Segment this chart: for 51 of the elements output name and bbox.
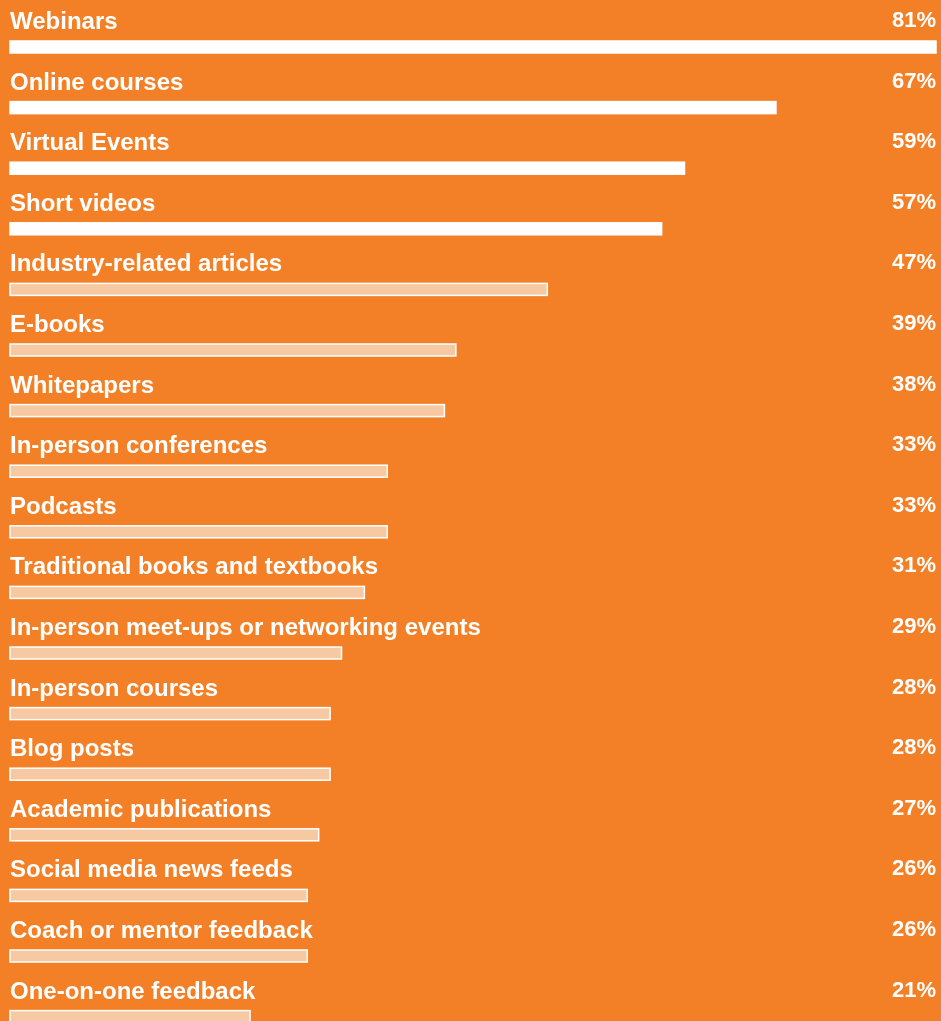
data-label: 28% (891, 673, 936, 699)
bar (9, 525, 389, 539)
data-label: 26% (891, 916, 936, 941)
y-tick-label: E-books (10, 310, 105, 337)
data-label: 47% (891, 249, 936, 275)
data-label: 81% (891, 7, 936, 32)
data-label: 39% (891, 310, 936, 335)
bar (9, 282, 549, 297)
y-tick-label: Blog posts (10, 734, 134, 762)
bar (9, 828, 320, 842)
y-tick-label: Social media news feeds (10, 855, 293, 883)
bar (9, 222, 663, 236)
data-label: 29% (891, 613, 936, 638)
y-tick-label: Webinars (10, 7, 118, 34)
bar (9, 40, 937, 54)
data-label: 33% (891, 491, 936, 517)
bar (9, 767, 331, 781)
bar (9, 646, 343, 660)
y-tick-label: Online courses (10, 67, 184, 95)
bar (9, 1009, 251, 1021)
bar (9, 706, 331, 721)
data-label: 38% (891, 370, 936, 396)
y-tick-label: Coach or mentor feedback (10, 916, 314, 943)
bar (9, 464, 389, 478)
bar (9, 161, 686, 175)
data-label: 33% (891, 431, 936, 457)
y-tick-label: In-person meet-ups or networking events (10, 613, 481, 640)
data-label: 67% (891, 67, 936, 93)
bar (9, 100, 777, 115)
data-label: 59% (891, 128, 936, 154)
y-tick-label: In-person courses (10, 673, 219, 701)
bar (9, 888, 308, 903)
y-tick-label: One-on-one feedback (10, 976, 257, 1004)
y-tick-label: Podcasts (10, 491, 117, 519)
data-label: 31% (891, 552, 936, 578)
data-label: 26% (891, 855, 936, 881)
data-label: 27% (891, 794, 936, 820)
y-tick-label: Industry-related articles (10, 249, 283, 277)
bar (9, 585, 366, 600)
y-tick-label: Academic publications (10, 794, 272, 822)
y-tick-label: Short videos (10, 188, 156, 216)
y-tick-label: Virtual Events (10, 128, 170, 156)
y-tick-label: Whitepapers (10, 370, 155, 398)
y-tick-label: In-person conferences (10, 431, 268, 459)
bar (9, 343, 457, 357)
data-label: 21% (891, 976, 936, 1002)
y-tick-label: Traditional books and textbooks (10, 552, 379, 580)
data-label: 28% (891, 734, 936, 760)
data-label: 57% (891, 188, 936, 214)
bar (9, 949, 308, 963)
bar (9, 403, 446, 418)
